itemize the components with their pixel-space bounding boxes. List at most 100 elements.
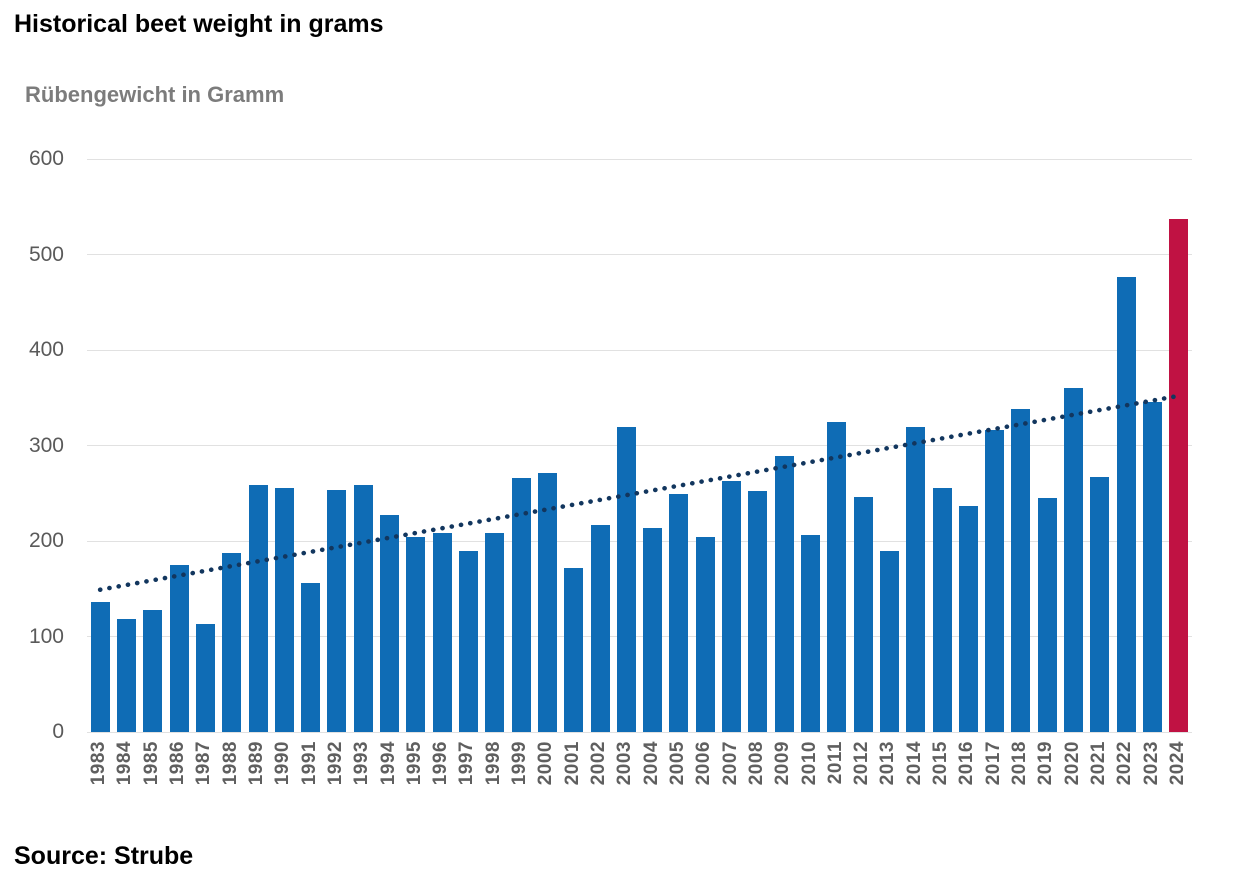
page-title: Historical beet weight in grams <box>14 10 384 38</box>
x-tick-label-2024: 2024 <box>1166 741 1188 786</box>
x-tick-label-2008: 2008 <box>745 741 767 786</box>
y-tick-label-0: 0 <box>52 720 64 743</box>
x-tick-label-2004: 2004 <box>640 741 662 786</box>
x-tick-label-2016: 2016 <box>956 741 978 786</box>
gridline-600 <box>87 158 1192 160</box>
gridline-500 <box>87 254 1192 255</box>
y-tick-label-400: 400 <box>28 338 64 361</box>
bar-2010[interactable] <box>801 535 820 732</box>
bar-1990[interactable] <box>274 487 294 732</box>
bar-1987[interactable] <box>195 624 215 732</box>
x-tick-label-1988: 1988 <box>219 741 241 786</box>
bar-1986[interactable] <box>169 564 189 732</box>
x-tick-label-2000: 2000 <box>535 741 557 786</box>
bar-2018[interactable] <box>1011 409 1031 732</box>
x-tick-label-1986: 1986 <box>167 741 189 786</box>
x-tick-label-1995: 1995 <box>403 741 425 786</box>
x-tick-label-2001: 2001 <box>561 741 583 786</box>
bar-2015[interactable] <box>932 487 952 732</box>
x-tick-label-2017: 2017 <box>982 741 1004 786</box>
x-tick-label-1990: 1990 <box>272 741 294 786</box>
x-tick-label-2019: 2019 <box>1035 741 1057 786</box>
bar-2023[interactable] <box>1143 401 1163 732</box>
x-tick-label-2021: 2021 <box>1087 741 1109 786</box>
bar-2020[interactable] <box>1064 388 1084 732</box>
bar-2011[interactable] <box>827 421 847 732</box>
bar-1995[interactable] <box>406 537 426 732</box>
bar-2000[interactable] <box>537 473 557 732</box>
y-axis-title: Rübengewicht in Gramm <box>25 82 285 107</box>
x-tick-label-1991: 1991 <box>298 741 320 786</box>
x-tick-label-2003: 2003 <box>614 741 636 786</box>
x-tick-label-2012: 2012 <box>851 741 873 786</box>
bar-1992[interactable] <box>327 490 347 732</box>
bar-2024[interactable] <box>1169 219 1189 732</box>
gridline-0 <box>87 731 1192 733</box>
x-tick-label-2002: 2002 <box>588 741 610 786</box>
x-tick-label-1994: 1994 <box>377 741 399 786</box>
bar-2004[interactable] <box>643 527 663 732</box>
bar-2022[interactable] <box>1116 277 1136 732</box>
y-tick-label-500: 500 <box>28 242 64 266</box>
x-tick-label-2011: 2011 <box>824 741 846 785</box>
bar-2019[interactable] <box>1037 498 1057 732</box>
x-tick-label-2006: 2006 <box>693 741 715 786</box>
x-tick-label-2010: 2010 <box>798 741 820 786</box>
x-tick-label-1997: 1997 <box>456 741 478 786</box>
x-tick-label-1987: 1987 <box>193 741 215 786</box>
x-tick-label-2015: 2015 <box>930 741 952 786</box>
gridline-400 <box>87 349 1192 351</box>
x-tick-label-2020: 2020 <box>1061 741 1083 786</box>
bar-2013[interactable] <box>879 550 899 732</box>
bar-1994[interactable] <box>380 515 400 732</box>
x-tick-label-2023: 2023 <box>1140 741 1162 786</box>
bar-2002[interactable] <box>590 524 610 732</box>
x-tick-label-2007: 2007 <box>719 741 741 786</box>
bar-2005[interactable] <box>669 494 689 732</box>
bar-1991[interactable] <box>301 583 321 732</box>
x-tick-label-1998: 1998 <box>482 741 504 786</box>
bar-2012[interactable] <box>853 497 873 732</box>
bar-1997[interactable] <box>458 550 478 732</box>
x-tick-label-1996: 1996 <box>430 741 452 786</box>
x-tick-label-1999: 1999 <box>509 741 531 786</box>
x-tick-label-1989: 1989 <box>246 741 267 786</box>
x-tick-label-2005: 2005 <box>666 741 688 786</box>
bar-1998[interactable] <box>485 533 505 732</box>
bar-2021[interactable] <box>1090 477 1110 732</box>
y-tick-label-300: 300 <box>28 433 64 457</box>
bar-2006[interactable] <box>695 537 715 732</box>
gridline-100 <box>87 636 1192 637</box>
bar-1985[interactable] <box>143 609 163 732</box>
bar-1989[interactable] <box>248 484 268 732</box>
bar-2016[interactable] <box>958 505 978 732</box>
bar-2014[interactable] <box>906 427 926 732</box>
x-tick-label-1983: 1983 <box>88 741 110 786</box>
bar-2007[interactable] <box>722 480 742 732</box>
bar-2003[interactable] <box>616 427 636 732</box>
x-tick-label-1984: 1984 <box>114 741 136 786</box>
x-tick-label-2014: 2014 <box>903 741 925 786</box>
x-tick-label-2018: 2018 <box>1008 741 1030 786</box>
bar-2008[interactable] <box>748 491 768 732</box>
bar-2001[interactable] <box>564 567 584 732</box>
y-tick-label-200: 200 <box>28 529 64 552</box>
x-tick-label-1992: 1992 <box>324 741 346 786</box>
x-tick-label-2013: 2013 <box>877 741 899 786</box>
bar-1996[interactable] <box>432 533 452 732</box>
x-tick-label-1993: 1993 <box>351 741 373 786</box>
x-tick-label-2022: 2022 <box>1114 741 1136 786</box>
plot-area: 1983 1984 1985 1986 1987 1988 1989 1990 1991 1992… <box>87 158 1192 785</box>
y-tick-label-600: 600 <box>28 147 64 170</box>
bar-1999[interactable] <box>511 477 531 732</box>
bar-1988[interactable] <box>222 553 242 732</box>
bar-1984[interactable] <box>116 619 136 732</box>
bar-1983[interactable] <box>90 602 110 732</box>
bar-2017[interactable] <box>985 430 1005 732</box>
bar-2009[interactable] <box>774 456 794 732</box>
bar-1993[interactable] <box>353 484 373 732</box>
y-tick-label-100: 100 <box>28 624 64 648</box>
x-tick-label-2009: 2009 <box>772 741 794 786</box>
source-note: Source: Strube <box>14 842 194 870</box>
